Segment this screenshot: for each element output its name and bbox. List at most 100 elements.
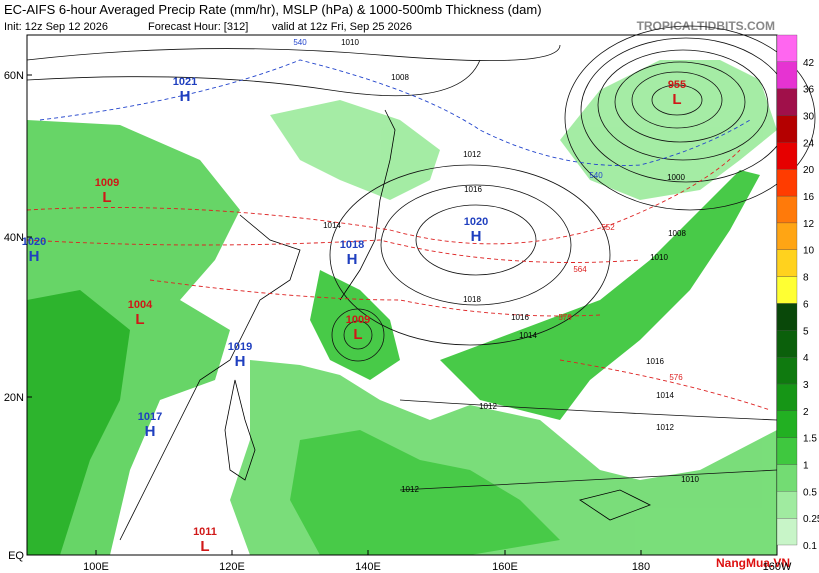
colorbar-label: 4 xyxy=(803,353,809,364)
colorbar-label: 16 xyxy=(803,192,815,203)
colorbar-swatch xyxy=(776,330,798,358)
contour-label: 552 xyxy=(601,223,615,232)
colorbar-label: 5 xyxy=(803,326,809,337)
precip-area xyxy=(270,100,440,200)
center-symbol: H xyxy=(145,423,156,440)
center-symbol: L xyxy=(102,189,111,206)
colorbar-swatch xyxy=(776,61,798,89)
center-symbol: L xyxy=(353,326,362,343)
colorbar-label: 1.5 xyxy=(803,434,817,445)
coastline xyxy=(224,379,256,481)
colorbar-swatch xyxy=(776,491,798,519)
colorbar-label: 3 xyxy=(803,380,809,391)
center-pressure: 1009 xyxy=(346,314,370,326)
colorbar-label: 6 xyxy=(803,299,809,310)
lat-label: 60N xyxy=(4,70,24,82)
colorbar-label: 0.25 xyxy=(803,514,819,525)
colorbar-label: 24 xyxy=(803,138,815,149)
center-pressure: 955 xyxy=(668,79,686,91)
center-symbol: H xyxy=(235,353,246,370)
colorbar-label: 20 xyxy=(803,165,815,176)
colorbar-label: 30 xyxy=(803,112,815,123)
center-pressure: 1020 xyxy=(22,236,46,248)
colorbar-swatch xyxy=(776,142,798,170)
lon-label: 180 xyxy=(632,561,650,573)
contour-label: 1010 xyxy=(650,253,668,262)
contour-label: 576 xyxy=(558,313,572,322)
center-symbol: H xyxy=(180,88,191,105)
colorbar-swatch xyxy=(776,169,798,197)
colorbar-swatch xyxy=(776,88,798,116)
center-symbol: L xyxy=(672,91,681,108)
watermark: NangMua.VN xyxy=(716,556,790,570)
map-labels: 1021H1009L1020H1004L1019H1017H1011L1018H… xyxy=(22,38,700,555)
colorbar-label: 2 xyxy=(803,407,809,418)
lon-label: 120E xyxy=(219,561,245,573)
lon-label: 160W xyxy=(763,561,792,573)
title: EC-AIFS 6-hour Averaged Precip Rate (mm/… xyxy=(4,2,542,17)
thickness-lines xyxy=(26,149,771,411)
center-pressure: 1011 xyxy=(193,526,217,538)
contour-label: 1014 xyxy=(323,221,341,230)
colorbar-label: 36 xyxy=(803,85,815,96)
lat-label: EQ xyxy=(8,550,24,562)
contour-label: 1016 xyxy=(511,313,529,322)
colorbar-swatch xyxy=(776,276,798,304)
contour-label: 1018 xyxy=(463,295,481,304)
center-pressure: 1009 xyxy=(95,177,119,189)
colorbar-swatch xyxy=(776,410,798,438)
center-pressure: 1004 xyxy=(128,299,153,311)
precip-area xyxy=(290,430,560,555)
contour-label: 1010 xyxy=(681,475,699,484)
contour-label: 1012 xyxy=(479,402,497,411)
colorbar-swatch xyxy=(776,34,798,62)
center-symbol: L xyxy=(135,311,144,328)
precip-fields xyxy=(27,60,777,555)
center-symbol: H xyxy=(471,228,482,245)
colorbar-label: 1 xyxy=(803,460,809,471)
center-pressure: 1017 xyxy=(138,411,162,423)
colorbar-swatch xyxy=(776,464,798,492)
map-area: 1021H1009L1020H1004L1019H1017H1011L1018H… xyxy=(22,25,816,556)
contour-label: 540 xyxy=(293,38,307,47)
coastline xyxy=(339,109,396,301)
colorbar: 0.1 0.25 0.5 1 1.5 2 3 4 5 6 8 10 12 16 20 24 30 36 42 xyxy=(776,34,819,552)
contour-label: 1000 xyxy=(667,173,685,182)
colorbar-label: 10 xyxy=(803,246,815,257)
lat-label: 20N xyxy=(4,392,24,404)
contour-label: 1010 xyxy=(341,38,359,47)
lon-label: 100E xyxy=(83,561,109,573)
center-pressure: 1021 xyxy=(173,76,197,88)
contour-label: 1008 xyxy=(391,73,409,82)
colorbar-label: 12 xyxy=(803,219,815,230)
lon-label: 140E xyxy=(355,561,381,573)
colorbar-swatch xyxy=(776,518,798,546)
colorbar-label: 0.1 xyxy=(803,541,817,552)
contour-label: 1016 xyxy=(464,185,482,194)
precip-area xyxy=(440,170,760,420)
center-pressure: 1018 xyxy=(340,239,364,251)
contour-label: 540 xyxy=(589,171,603,180)
center-pressure: 1020 xyxy=(464,216,488,228)
colorbar-swatch xyxy=(776,383,798,411)
coastlines xyxy=(119,109,651,541)
lat-label: 40N xyxy=(4,232,24,244)
contour-label: 564 xyxy=(573,265,587,274)
coastline xyxy=(579,489,651,521)
colorbar-swatch xyxy=(776,437,798,465)
contour-label: 1016 xyxy=(646,357,664,366)
colorbar-label: 0.5 xyxy=(803,487,817,498)
contour-label: 1008 xyxy=(668,229,686,238)
colorbar-swatch xyxy=(776,356,798,385)
contour-label: 576 xyxy=(669,373,683,382)
colorbar-swatch xyxy=(776,249,798,277)
contour-label: 1014 xyxy=(519,331,537,340)
colorbar-swatch xyxy=(776,195,798,224)
contour-label: 1014 xyxy=(656,391,674,400)
colorbar-swatch xyxy=(776,222,798,250)
valid-time: valid at 12z Fri, Sep 25 2026 xyxy=(272,21,412,33)
center-symbol: H xyxy=(347,251,358,268)
center-symbol: H xyxy=(29,248,40,265)
contour-label: 1012 xyxy=(656,423,674,432)
